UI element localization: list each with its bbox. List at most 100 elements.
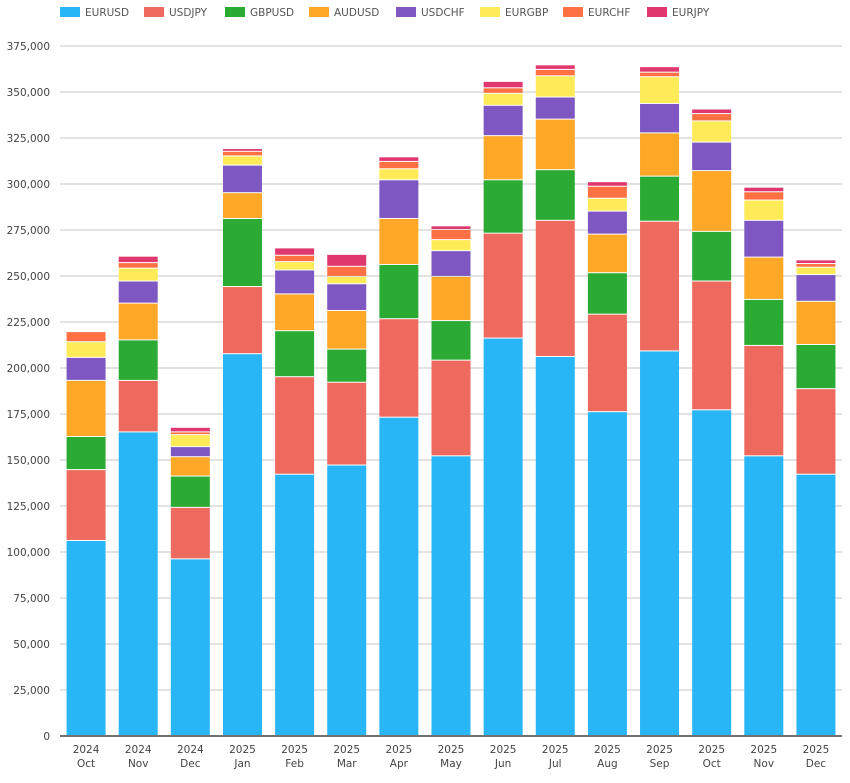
- bar-segment-eurgbp[interactable]: [640, 77, 680, 103]
- bar-segment-usdchf[interactable]: [66, 357, 106, 380]
- bar-segment-usdchf[interactable]: [692, 142, 732, 171]
- bar-segment-eurgbp[interactable]: [327, 276, 367, 284]
- bar-segment-audusd[interactable]: [275, 294, 315, 331]
- bar-segment-usdjpy[interactable]: [275, 377, 315, 474]
- bar-segment-gbpusd[interactable]: [535, 170, 575, 220]
- bar-segment-eurjpy[interactable]: [222, 149, 262, 151]
- bar-segment-usdjpy[interactable]: [431, 360, 471, 456]
- bar-segment-eurusd[interactable]: [535, 356, 575, 735]
- bar-segment-eurgbp[interactable]: [796, 267, 836, 275]
- legend-item-eurgbp[interactable]: EURGBP: [480, 7, 548, 19]
- bar-segment-eurchf[interactable]: [431, 230, 471, 240]
- bar-segment-eurjpy[interactable]: [275, 248, 315, 255]
- legend-item-gbpusd[interactable]: GBPUSD: [225, 7, 294, 19]
- bar-stack-2024-oct[interactable]: [66, 332, 106, 735]
- bar-segment-gbpusd[interactable]: [275, 331, 315, 377]
- bar-segment-eurgbp[interactable]: [222, 156, 262, 165]
- bar-stack-2025-oct[interactable]: [692, 109, 732, 735]
- bar-segment-usdjpy[interactable]: [327, 382, 367, 465]
- bar-segment-usdjpy[interactable]: [66, 470, 106, 540]
- bar-stack-2024-dec[interactable]: [170, 427, 210, 735]
- bar-segment-gbpusd[interactable]: [170, 476, 210, 507]
- bar-segment-usdchf[interactable]: [118, 281, 158, 303]
- bar-segment-audusd[interactable]: [535, 119, 575, 170]
- bar-segment-audusd[interactable]: [692, 171, 732, 231]
- bar-segment-usdjpy[interactable]: [379, 319, 419, 417]
- bar-segment-eurusd[interactable]: [640, 351, 680, 735]
- bar-segment-eurusd[interactable]: [118, 432, 158, 735]
- bar-segment-gbpusd[interactable]: [431, 321, 471, 360]
- bar-segment-eurjpy[interactable]: [535, 65, 575, 69]
- bar-segment-eurjpy[interactable]: [744, 187, 784, 192]
- bar-segment-usdjpy[interactable]: [587, 314, 627, 412]
- bar-segment-audusd[interactable]: [483, 136, 523, 180]
- bar-segment-eurusd[interactable]: [744, 456, 784, 735]
- bar-segment-eurgbp[interactable]: [692, 121, 732, 142]
- bar-segment-eurchf[interactable]: [379, 161, 419, 169]
- bar-stack-2024-nov[interactable]: [118, 256, 158, 735]
- bar-segment-gbpusd[interactable]: [587, 273, 627, 314]
- bar-segment-audusd[interactable]: [431, 276, 471, 321]
- bar-segment-eurjpy[interactable]: [796, 260, 836, 264]
- bar-segment-audusd[interactable]: [587, 234, 627, 273]
- bar-segment-eurjpy[interactable]: [327, 254, 367, 266]
- bar-segment-gbpusd[interactable]: [222, 218, 262, 287]
- bar-segment-audusd[interactable]: [118, 303, 158, 340]
- bar-segment-usdjpy[interactable]: [640, 221, 680, 351]
- bar-segment-eurgbp[interactable]: [483, 93, 523, 105]
- bar-segment-eurgbp[interactable]: [431, 240, 471, 251]
- bar-segment-eurusd[interactable]: [483, 338, 523, 735]
- bar-segment-eurchf[interactable]: [587, 186, 627, 198]
- bar-segment-usdjpy[interactable]: [796, 389, 836, 474]
- bar-segment-usdjpy[interactable]: [535, 220, 575, 356]
- bar-segment-eurchf[interactable]: [170, 432, 210, 435]
- bar-segment-eurusd[interactable]: [275, 474, 315, 735]
- bar-stack-2025-mar[interactable]: [327, 254, 367, 735]
- legend-item-usdjpy[interactable]: USDJPY: [144, 7, 208, 19]
- bar-segment-eurchf[interactable]: [796, 264, 836, 267]
- bar-segment-eurusd[interactable]: [379, 417, 419, 735]
- bar-segment-eurgbp[interactable]: [170, 435, 210, 447]
- bar-segment-usdchf[interactable]: [587, 211, 627, 234]
- legend-item-audusd[interactable]: AUDUSD: [309, 7, 379, 19]
- bar-segment-eurchf[interactable]: [535, 69, 575, 76]
- bar-segment-usdchf[interactable]: [744, 220, 784, 257]
- bar-segment-eurjpy[interactable]: [431, 226, 471, 229]
- bar-segment-gbpusd[interactable]: [483, 180, 523, 233]
- bar-segment-eurusd[interactable]: [587, 412, 627, 735]
- bar-segment-audusd[interactable]: [744, 257, 784, 299]
- bar-segment-eurusd[interactable]: [796, 474, 836, 735]
- bar-stack-2025-jan[interactable]: [222, 149, 262, 735]
- bar-segment-gbpusd[interactable]: [66, 437, 106, 470]
- bar-segment-usdchf[interactable]: [275, 270, 315, 294]
- bar-segment-gbpusd[interactable]: [118, 340, 158, 380]
- bar-segment-audusd[interactable]: [66, 380, 106, 436]
- legend-item-eurusd[interactable]: EURUSD: [60, 7, 129, 19]
- bar-segment-usdchf[interactable]: [796, 275, 836, 301]
- bar-stack-2025-feb[interactable]: [275, 248, 315, 735]
- bar-segment-usdchf[interactable]: [379, 180, 419, 218]
- legend-item-eurchf[interactable]: EURCHF: [563, 7, 630, 19]
- bar-segment-eurgbp[interactable]: [744, 200, 784, 220]
- bar-segment-usdjpy[interactable]: [170, 507, 210, 559]
- bar-stack-2025-nov[interactable]: [744, 187, 784, 735]
- bar-segment-usdchf[interactable]: [640, 103, 680, 133]
- bar-segment-eurjpy[interactable]: [379, 157, 419, 161]
- legend-item-usdchf[interactable]: USDCHF: [396, 7, 465, 19]
- bar-segment-eurusd[interactable]: [327, 465, 367, 735]
- bar-segment-audusd[interactable]: [327, 310, 367, 349]
- bar-segment-eurgbp[interactable]: [275, 262, 315, 270]
- bar-stack-2025-sep[interactable]: [640, 67, 680, 735]
- bar-segment-eurgbp[interactable]: [66, 342, 106, 357]
- bar-segment-eurchf[interactable]: [222, 151, 262, 156]
- bar-segment-eurjpy[interactable]: [587, 182, 627, 186]
- bar-segment-usdjpy[interactable]: [692, 281, 732, 410]
- bar-segment-usdjpy[interactable]: [483, 233, 523, 338]
- bar-segment-gbpusd[interactable]: [796, 345, 836, 389]
- bar-segment-gbpusd[interactable]: [744, 299, 784, 345]
- bar-segment-eurgbp[interactable]: [535, 76, 575, 97]
- bar-segment-eurchf[interactable]: [483, 88, 523, 93]
- bar-segment-eurusd[interactable]: [170, 559, 210, 735]
- bar-segment-usdchf[interactable]: [431, 251, 471, 276]
- bar-segment-usdchf[interactable]: [170, 447, 210, 457]
